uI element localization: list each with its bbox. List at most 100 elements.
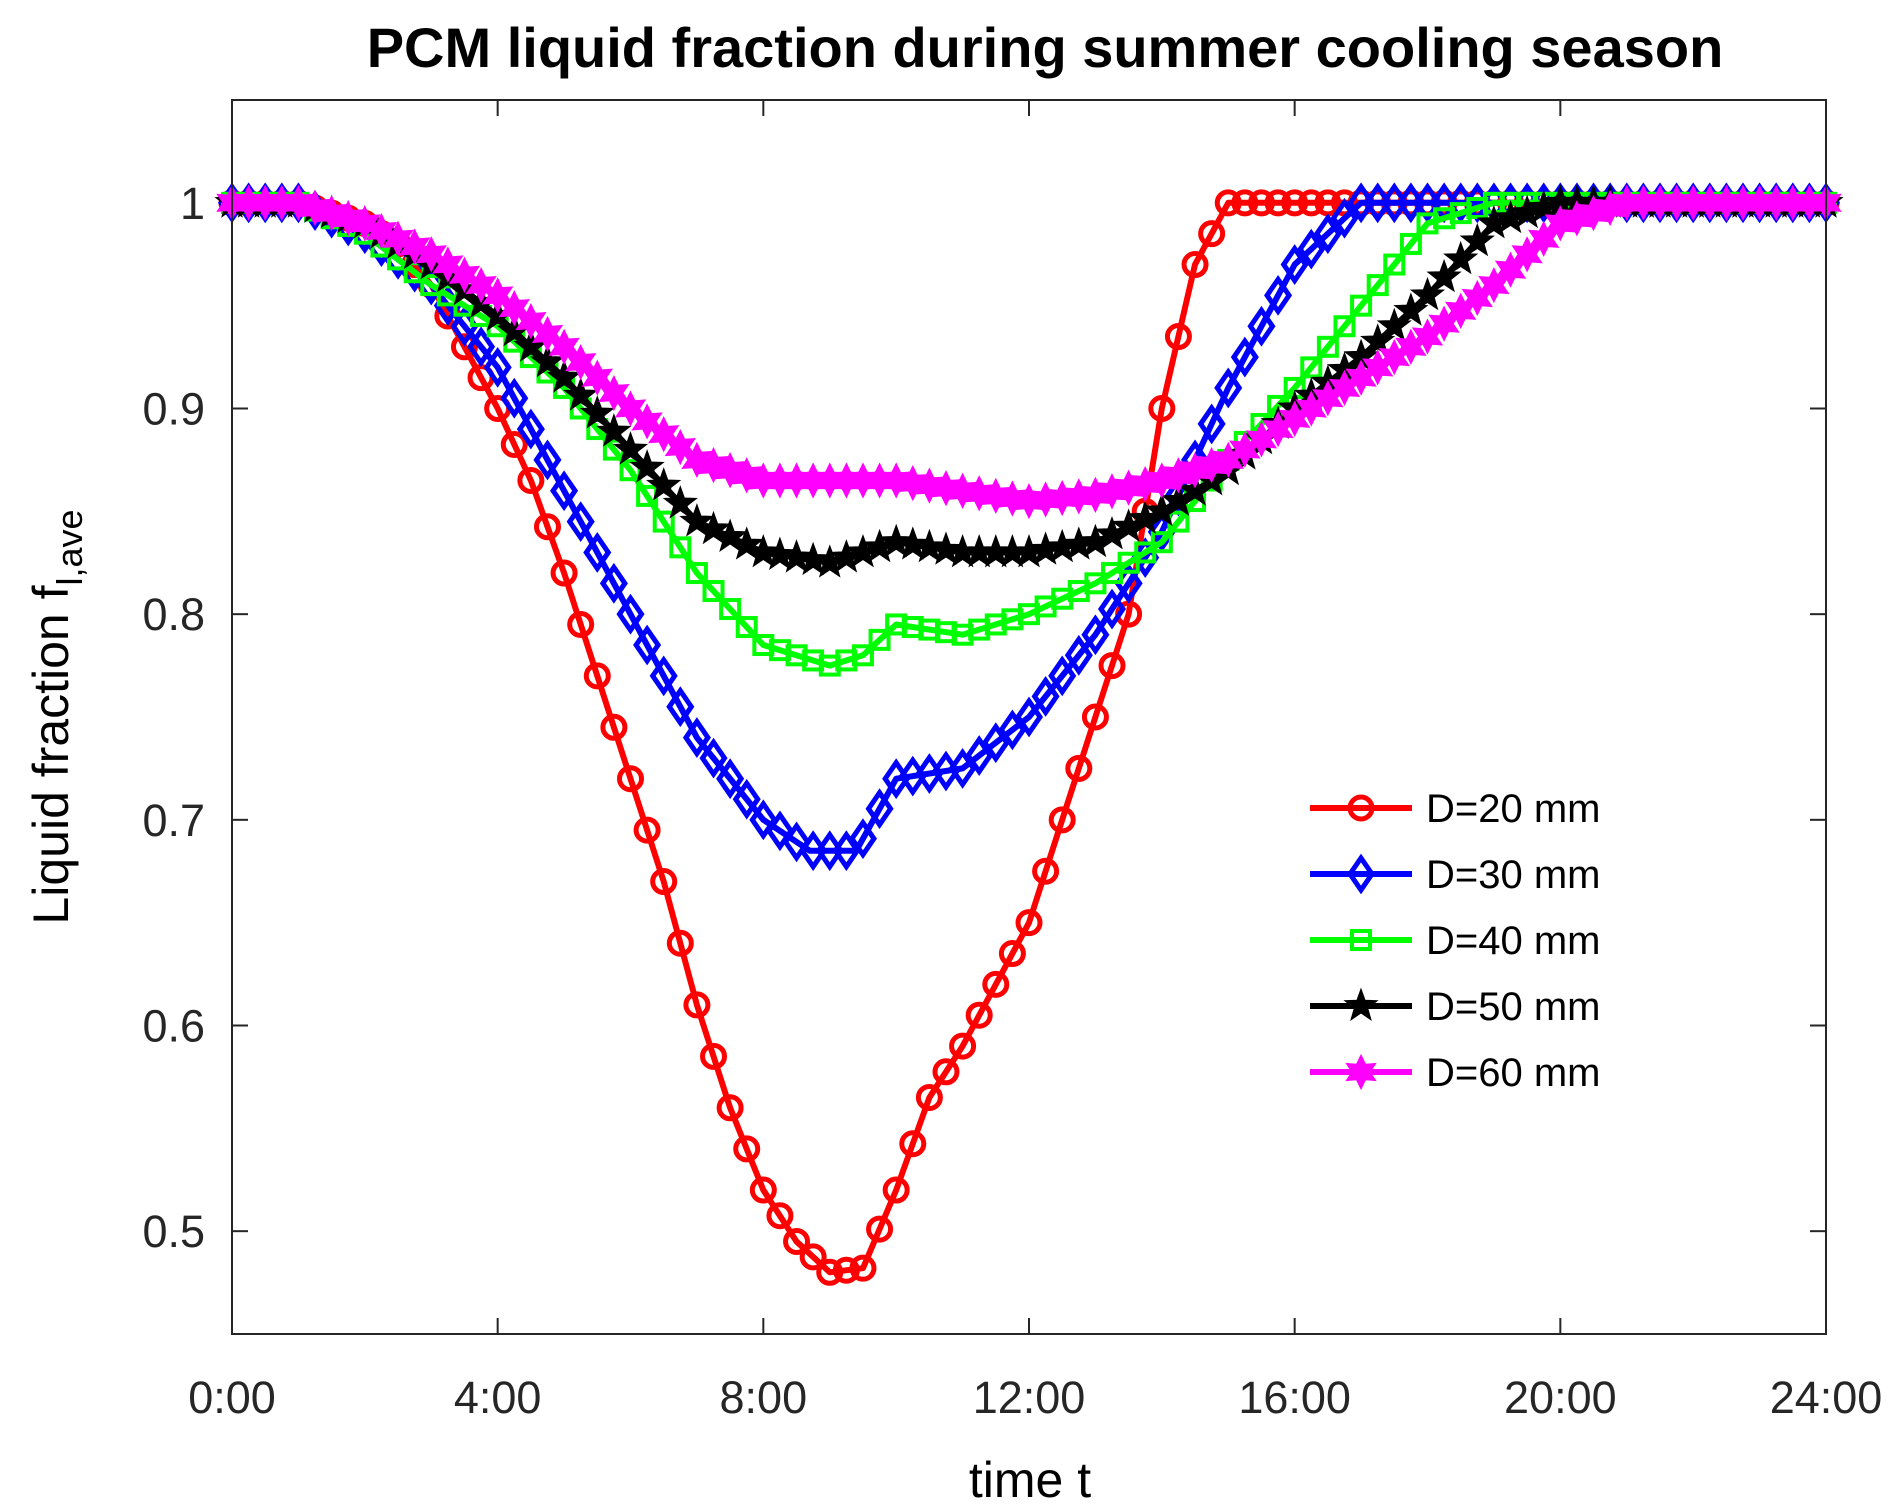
x-tick-label: 12:00 [973,1372,1086,1423]
data-point-d-20-mm [1297,189,1325,217]
data-point-d-40-mm [1399,232,1422,255]
data-point-d-50-mm [1426,258,1462,293]
data-point-d-30-mm [998,709,1027,751]
data-point-d-50-mm [745,534,781,568]
data-point-d-40-mm [1383,253,1406,276]
data-point-d-50-mm [712,518,748,552]
data-point-d-30-mm [1048,655,1077,697]
data-point-d-30-mm [865,788,894,830]
data-point-d-20-mm [749,1176,777,1204]
data-point-d-30-mm [533,439,562,481]
data-point-d-20-mm [450,333,478,361]
data-point-d-30-mm [649,655,678,697]
data-point-d-40-mm [1366,274,1389,297]
series-layer [214,182,1844,1286]
data-point-d-20-mm [1281,189,1309,217]
data-point-d-50-mm [646,467,682,501]
data-point-d-20-mm [666,929,694,957]
data-point-d-20-mm [1247,189,1275,217]
x-axis-label: time t [969,1452,1091,1508]
data-point-d-40-mm [702,580,725,603]
data-point-d-60-mm [432,246,464,283]
data-point-d-40-mm [719,598,742,621]
data-point-d-30-mm [765,810,794,852]
data-point-d-50-mm [529,343,565,378]
data-point-d-20-mm [550,559,578,587]
data-point-d-50-mm [612,431,649,465]
y-tick-label: 0.8 [142,589,205,640]
chart-title: PCM liquid fraction during summer coolin… [367,16,1724,79]
data-point-d-60-mm [498,290,530,327]
tick-labels: 0:00 4:00 8:00 12:00 16:00 20:00 24:00 0.5 0.6 0.… [142,178,1882,1423]
data-point-d-20-mm [733,1135,761,1163]
x-tick-label: 0:00 [188,1372,276,1423]
data-point-d-50-mm [911,528,947,563]
data-point-d-50-mm [1409,276,1446,311]
data-point-d-30-mm [1297,228,1326,270]
data-point-d-50-mm [779,539,815,573]
data-point-d-50-mm [679,503,715,537]
data-point-d-30-mm [716,758,745,800]
data-point-d-20-mm [500,430,528,458]
data-point-d-50-mm [563,377,599,411]
y-axis-label-main: Liquid fraction f [23,585,79,924]
legend-label: D=20 mm [1426,787,1601,831]
data-point-d-60-mm [531,315,564,353]
data-point-d-20-mm [1081,703,1109,731]
data-point-d-30-mm [699,737,728,779]
data-point-d-30-mm [1081,614,1110,656]
legend-marker-d-20-mm [1347,794,1375,822]
data-point-d-20-mm [1214,189,1242,217]
data-point-d-20-mm [882,1176,910,1204]
data-point-d-20-mm [1231,189,1259,217]
x-tick-label: 24:00 [1770,1372,1883,1423]
data-point-d-50-mm [795,541,831,576]
data-point-d-20-mm [567,610,595,638]
data-point-d-20-mm [633,816,661,844]
data-point-d-20-mm [1164,323,1192,351]
data-point-d-30-mm [550,470,579,512]
x-tick-label: 20:00 [1504,1372,1617,1423]
data-point-d-30-mm [566,501,595,543]
data-point-d-30-mm [1031,676,1060,717]
plot-frame [231,99,1827,1335]
data-point-d-40-mm [1333,315,1356,338]
data-point-d-40-mm [1300,356,1323,379]
data-point-d-30-mm [1014,696,1044,738]
x-tick-label: 16:00 [1238,1372,1351,1423]
data-point-d-60-mm [598,374,630,412]
data-point-d-50-mm [895,526,931,560]
data-point-d-20-mm [816,1258,844,1286]
data-point-d-60-mm [548,328,580,365]
data-point-d-20-mm [600,713,628,741]
data-point-d-60-mm [465,266,497,304]
data-point-d-60-mm [415,236,447,273]
data-point-d-30-mm [1214,367,1243,409]
data-point-d-60-mm [515,302,547,340]
data-point-d-30-mm [965,735,994,776]
data-point-d-60-mm [398,228,431,265]
series-d-60-mm [216,184,1842,520]
data-point-d-40-mm [619,459,642,482]
data-point-d-20-mm [1330,189,1358,217]
data-point-d-40-mm [669,536,692,559]
data-point-d-60-mm [448,256,481,293]
data-point-d-60-mm [614,390,647,427]
data-point-d-40-mm [868,628,891,651]
legend-label: D=60 mm [1426,1051,1601,1095]
data-point-d-60-mm [664,428,696,466]
x-tick-label: 4:00 [454,1372,542,1423]
y-tick-label: 0.6 [142,1001,205,1052]
data-point-d-20-mm [1198,220,1226,248]
y-tick-label: 0.9 [142,384,205,435]
legend-label: D=50 mm [1426,985,1601,1029]
data-point-d-50-mm [1443,240,1479,275]
data-point-d-20-mm [982,970,1010,998]
data-point-d-30-mm [666,686,695,728]
data-point-d-20-mm [799,1243,827,1271]
data-point-d-50-mm [629,449,665,483]
data-point-d-40-mm [685,562,708,585]
data-point-d-30-mm [616,593,645,635]
data-point-d-20-mm [1264,189,1292,217]
data-point-d-30-mm [1264,274,1293,316]
